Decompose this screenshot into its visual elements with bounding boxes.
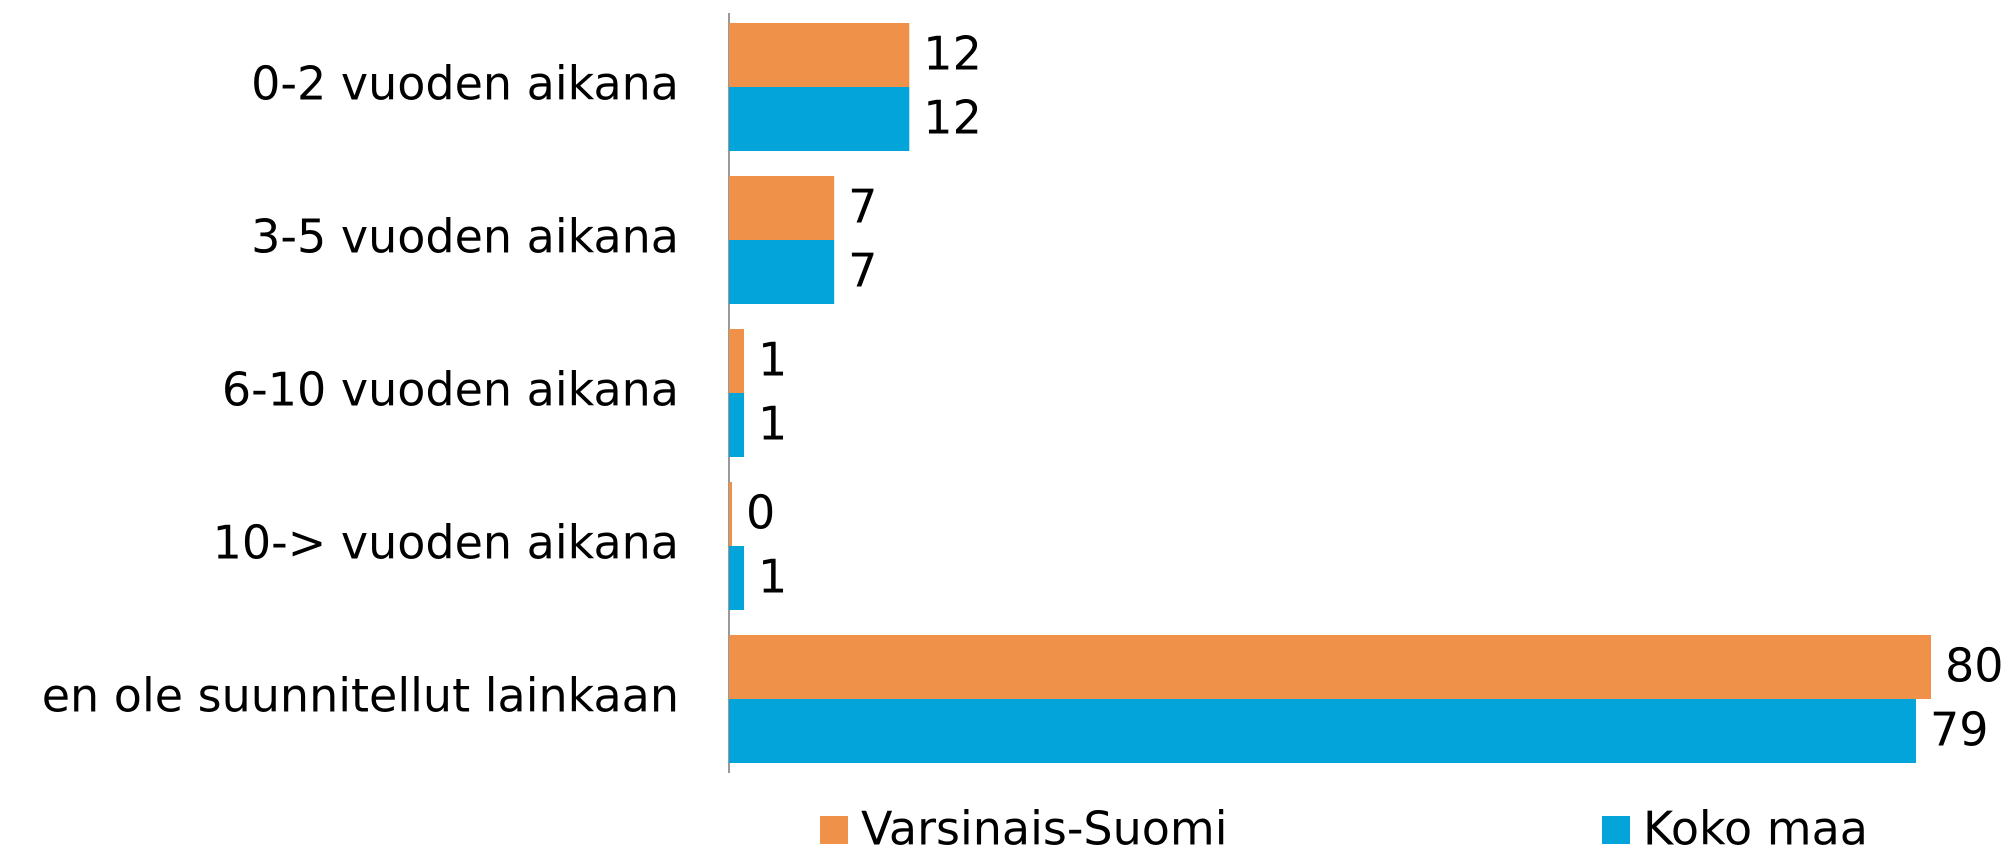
value-label: 80 bbox=[1945, 639, 2004, 693]
value-label: 12 bbox=[923, 27, 982, 81]
category-label: 6-10 vuoden aikana bbox=[222, 363, 679, 417]
category-label: 0-2 vuoden aikana bbox=[251, 57, 679, 111]
value-label: 79 bbox=[1930, 703, 1989, 757]
value-label: 1 bbox=[758, 550, 787, 604]
legend-label: Varsinais-Suomi bbox=[861, 802, 1228, 852]
bar bbox=[729, 329, 745, 393]
legend-swatch bbox=[820, 816, 848, 844]
value-label: 1 bbox=[758, 397, 787, 451]
value-label: 0 bbox=[746, 486, 775, 540]
bar bbox=[729, 87, 910, 151]
legend-label: Koko maa bbox=[1643, 802, 1868, 852]
category-label: en ole suunnitellut lainkaan bbox=[42, 669, 679, 723]
bar bbox=[729, 482, 732, 546]
bar bbox=[729, 176, 835, 240]
bar bbox=[729, 546, 745, 610]
bar bbox=[729, 23, 910, 87]
value-label: 7 bbox=[848, 244, 877, 298]
bar bbox=[729, 699, 1916, 763]
category-label: 10-> vuoden aikana bbox=[213, 516, 679, 570]
category-label: 3-5 vuoden aikana bbox=[251, 210, 679, 264]
legend-swatch bbox=[1602, 816, 1630, 844]
bar bbox=[729, 240, 835, 304]
bar bbox=[729, 635, 1931, 699]
value-label: 12 bbox=[923, 91, 982, 145]
value-label: 1 bbox=[758, 333, 787, 387]
value-label: 7 bbox=[848, 180, 877, 234]
bar bbox=[729, 393, 745, 457]
